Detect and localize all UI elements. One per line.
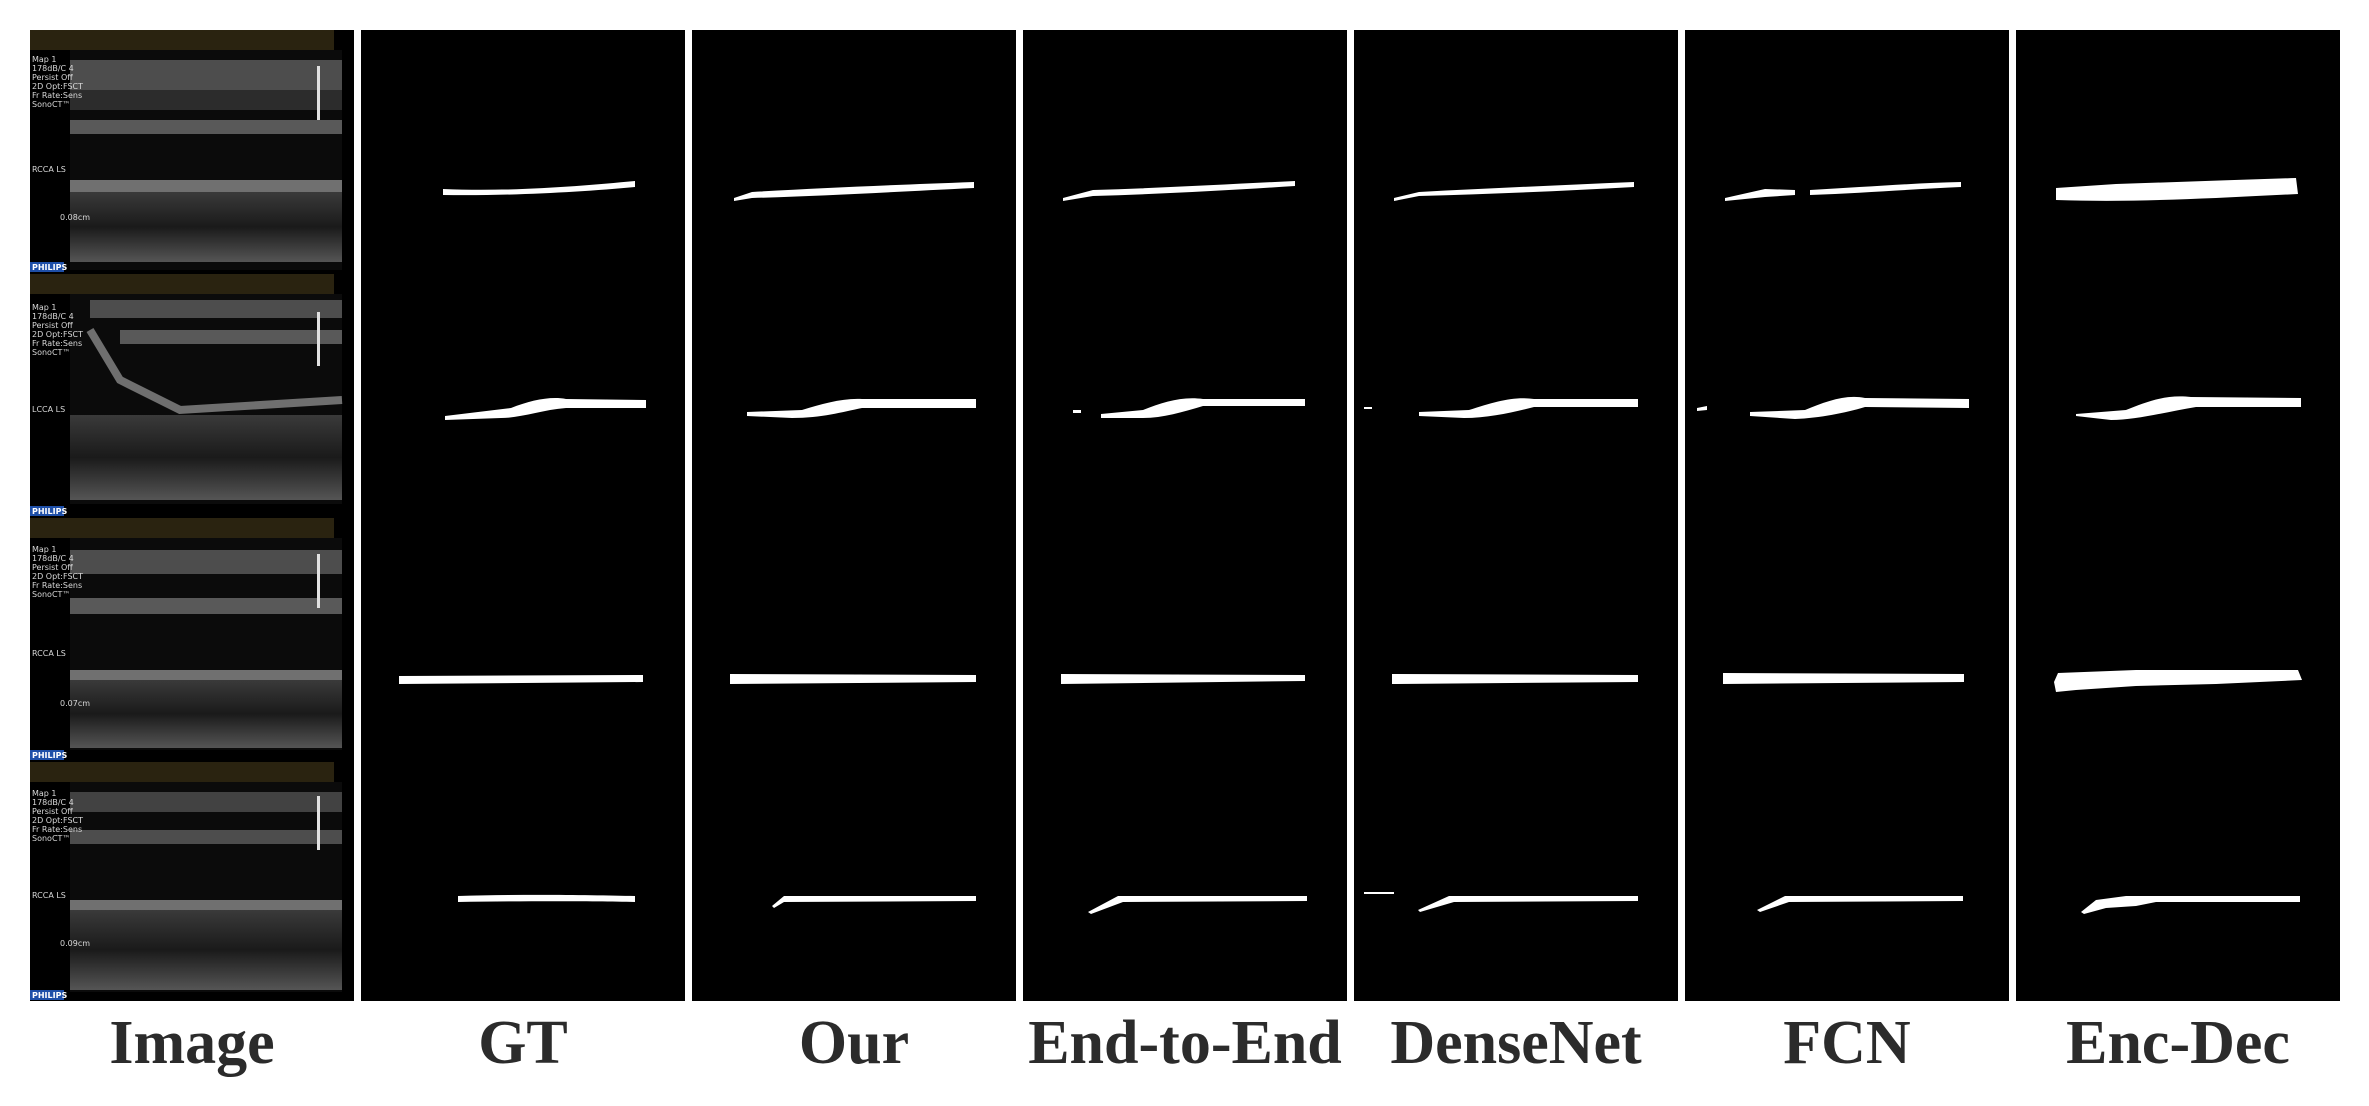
column-label-fcn: FCN — [1783, 1009, 1911, 1077]
settings-line: Fr Rate:Sens — [32, 581, 82, 590]
column-label-end-to-end: End-to-End — [1028, 1009, 1342, 1077]
settings-line: Persist Off — [32, 321, 73, 330]
settings-line: Map 1 — [32, 545, 57, 554]
philips-badge: PHILIPS — [32, 507, 67, 516]
segmentation-mask — [1364, 892, 1394, 894]
our-mask-column — [692, 30, 1016, 1001]
column-label-our: Our — [798, 1009, 910, 1077]
segmentation-mask — [1392, 674, 1638, 684]
ultrasound-panel-3: Map 1 178dB/C 4 Persist Off 2D Opt:FSCT … — [30, 518, 342, 760]
segmentation-mask — [2056, 178, 2298, 201]
segmentation-mask — [1725, 189, 1795, 201]
settings-line: SonoCT™ — [32, 590, 70, 599]
segmentation-mask — [2081, 896, 2300, 914]
segmentation-mask — [1757, 896, 1963, 912]
settings-line: Fr Rate:Sens — [32, 339, 82, 348]
settings-line: Persist Off — [32, 563, 73, 572]
measurement-label: 0.08cm — [60, 213, 90, 222]
ultrasound-panel-2: Map 1 178dB/C 4 Persist Off 2D Opt:FSCT … — [30, 274, 343, 516]
segmentation-mask — [747, 398, 976, 418]
segmentation-mask — [1364, 407, 1372, 409]
vessel-label: RCCA LS — [32, 891, 66, 900]
philips-badge: PHILIPS — [32, 263, 67, 272]
settings-line: SonoCT™ — [32, 834, 70, 843]
settings-line: 2D Opt:FSCT — [32, 330, 83, 339]
settings-line: Map 1 — [32, 789, 57, 798]
philips-badge: PHILIPS — [32, 751, 67, 760]
ultrasound-panel-4: Map 1 178dB/C 4 Persist Off 2D Opt:FSCT … — [30, 762, 342, 1000]
segmentation-mask — [1073, 410, 1081, 413]
segmentation-mask — [2054, 670, 2302, 692]
settings-line: Persist Off — [32, 73, 73, 82]
segmentation-mask — [1697, 406, 1707, 411]
settings-line: 2D Opt:FSCT — [32, 82, 83, 91]
segmentation-mask — [1101, 398, 1305, 418]
segmentation-mask — [443, 181, 635, 196]
settings-line: SonoCT™ — [32, 348, 70, 357]
settings-line: 178dB/C 4 — [32, 798, 74, 807]
end-to-end-mask-column — [1023, 30, 1347, 1001]
measurement-label: 0.07cm — [60, 699, 90, 708]
ultrasound-column: Map 1 178dB/C 4 Persist Off 2D Opt:FSCT … — [30, 30, 354, 1001]
segmentation-mask — [458, 894, 635, 902]
settings-line: Map 1 — [32, 55, 57, 64]
segmentation-mask — [1063, 181, 1295, 201]
segmentation-mask — [1750, 396, 1969, 419]
segmentation-mask — [1088, 896, 1307, 914]
segmentation-mask — [1723, 673, 1964, 684]
settings-line: 178dB/C 4 — [32, 554, 74, 563]
gt-mask-column — [361, 30, 685, 1001]
settings-line: SonoCT™ — [32, 100, 70, 109]
settings-line: Fr Rate:Sens — [32, 91, 82, 100]
segmentation-mask — [2076, 396, 2301, 420]
vessel-label: RCCA LS — [32, 165, 66, 174]
segmentation-mask — [445, 398, 646, 420]
settings-line: Persist Off — [32, 807, 73, 816]
ultrasound-images: Map 1 178dB/C 4 Persist Off 2D Opt:FSCT … — [30, 30, 343, 1000]
segmentation-mask — [734, 182, 974, 201]
segmentation-mask — [399, 675, 643, 684]
ultrasound-panel-1: Map 1 178dB/C 4 Persist Off 2D Opt:FSCT … — [30, 30, 342, 272]
fcn-mask-column — [1685, 30, 2009, 1001]
settings-line: Map 1 — [32, 303, 57, 312]
segmentation-mask — [1061, 674, 1305, 684]
segmentation-mask — [730, 674, 976, 684]
segmentation-mask — [1394, 182, 1634, 201]
vessel-label: RCCA LS — [32, 649, 66, 658]
settings-line: 178dB/C 4 — [32, 312, 74, 321]
segmentation-mask — [1810, 182, 1961, 195]
densenet-mask-column — [1354, 30, 1678, 1001]
column-label-densenet: DenseNet — [1390, 1009, 1642, 1077]
column-label-image: Image — [109, 1009, 275, 1077]
column-label-enc-dec: Enc-Dec — [2066, 1009, 2290, 1077]
segmentation-mask — [1419, 398, 1638, 418]
settings-line: 2D Opt:FSCT — [32, 572, 83, 581]
enc-dec-mask-column — [2016, 30, 2340, 1001]
settings-line: 178dB/C 4 — [32, 64, 74, 73]
settings-line: 2D Opt:FSCT — [32, 816, 83, 825]
philips-badge: PHILIPS — [32, 991, 67, 1000]
measurement-label: 0.09cm — [60, 939, 90, 948]
vessel-label: LCCA LS — [32, 405, 65, 414]
settings-line: Fr Rate:Sens — [32, 825, 82, 834]
segmentation-mask — [772, 896, 976, 908]
segmentation-mask — [1418, 896, 1638, 912]
column-label-gt: GT — [478, 1009, 568, 1077]
